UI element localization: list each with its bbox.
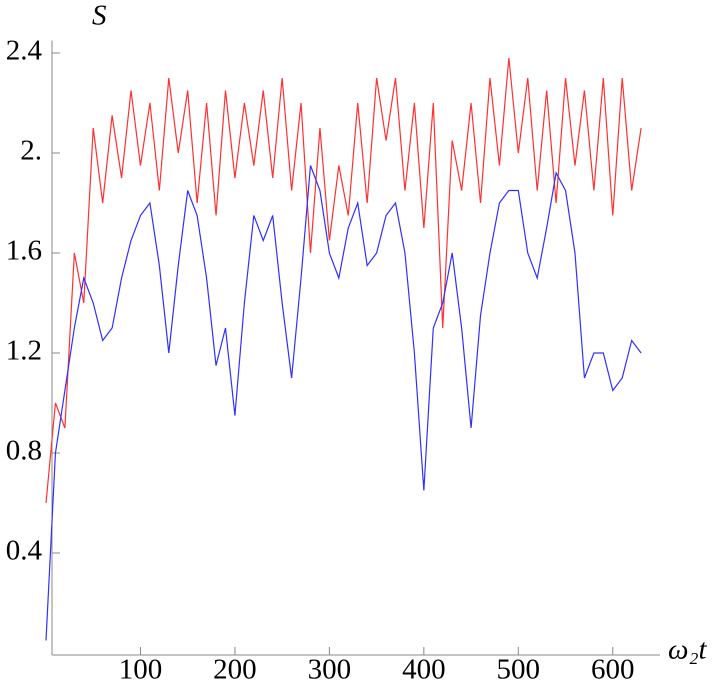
y-tick-label: 1.2: [6, 335, 42, 367]
x-tick-label: 200: [213, 654, 257, 686]
x-tick-label: 600: [591, 654, 635, 686]
y-tick-label: 0.4: [6, 535, 43, 567]
y-tick-label: 2.: [20, 135, 42, 167]
y-tick-label: 1.6: [6, 235, 42, 267]
y-tick-label: 2.4: [6, 35, 43, 67]
x-tick-label: 300: [308, 654, 352, 686]
x-tick-label: 100: [119, 654, 163, 686]
series-line: [45, 57, 642, 504]
y-axis-label: S: [92, 0, 107, 32]
series-line: [45, 165, 642, 641]
y-tick-label: 0.8: [6, 435, 42, 467]
x-tick-label: 400: [402, 654, 446, 686]
x-tick-label: 500: [497, 654, 541, 686]
x-axis-label: ω₂t: [668, 634, 708, 666]
